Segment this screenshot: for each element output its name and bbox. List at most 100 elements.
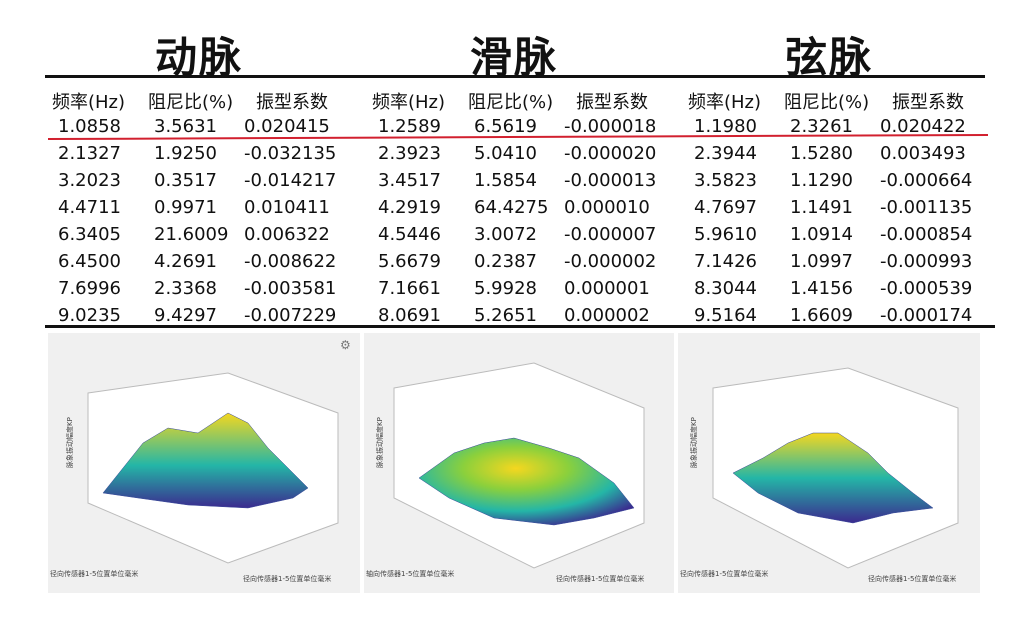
table-cell: 6.3405 (58, 224, 121, 245)
table-cell: 2.3261 (790, 116, 853, 137)
table-cell: 3.4517 (378, 170, 441, 191)
surface-plot-1: 脉象振动幅度KP 径向传感器1-5位置单位毫米 径向传感器1-5位置单位毫米 ⚙ (48, 333, 360, 593)
table-cell: 0.2387 (474, 251, 537, 272)
table-cell: 4.4711 (58, 197, 121, 218)
table-header: 阻尼比(%) (784, 92, 870, 113)
table-cell: 1.1491 (790, 197, 853, 218)
table-cell: -0.000007 (564, 224, 657, 245)
surface-plot-3: 脉象振动幅度KP 径向传感器1-5位置单位毫米 径向传感器1-5位置单位毫米 (678, 333, 980, 593)
table-header: 振型系数 (892, 92, 964, 113)
surface-plot-1-svg: 脉象振动幅度KP 径向传感器1-5位置单位毫米 径向传感器1-5位置单位毫米 ⚙ (50, 338, 351, 583)
x-axis-label: 径向传感器1-5位置单位毫米 (243, 574, 331, 583)
table-cell: -0.014217 (244, 170, 337, 191)
table-cell: -0.000854 (880, 224, 973, 245)
table-header: 频率(Hz) (372, 92, 446, 113)
table-cell: 1.0997 (790, 251, 853, 272)
table-cell: 1.9250 (154, 143, 217, 164)
table-cell: -0.008622 (244, 251, 337, 272)
table-cell: 4.7697 (694, 197, 757, 218)
surface (418, 437, 635, 526)
table-cell: 1.6609 (790, 305, 853, 326)
table-cell: 5.9928 (474, 278, 537, 299)
table-cell: -0.001135 (880, 197, 973, 218)
surface-plot-2-svg: 脉象振动幅度KP 径向传感器1-5位置单位毫米 轴向传感器1-5位置单位毫米 (366, 362, 645, 583)
table-cell: -0.000539 (880, 278, 973, 299)
table-cell: 3.5631 (154, 116, 217, 137)
table-cell: 9.4297 (154, 305, 217, 326)
table-cell: 3.5823 (694, 170, 757, 191)
table-cell: -0.032135 (244, 143, 337, 164)
table-cell: 1.4156 (790, 278, 853, 299)
table-cell: 5.9610 (694, 224, 757, 245)
bottom-rule (45, 325, 995, 328)
surface (732, 432, 934, 524)
table-cell: 8.0691 (378, 305, 441, 326)
z-axis-label: 脉象振动幅度KP (689, 417, 698, 468)
table-cell: -0.000664 (880, 170, 973, 191)
table-cell: -0.000013 (564, 170, 657, 191)
y-axis-label: 轴向传感器1-5位置单位毫米 (366, 569, 454, 578)
table-cell: 6.5619 (474, 116, 537, 137)
table-cell: -0.000993 (880, 251, 973, 272)
table-cell: 7.1661 (378, 278, 441, 299)
table-cell: 0.9971 (154, 197, 217, 218)
y-axis-label: 径向传感器1-5位置单位毫米 (680, 569, 768, 578)
table-cell: 2.3944 (694, 143, 757, 164)
surface-plot-2: 脉象振动幅度KP 径向传感器1-5位置单位毫米 轴向传感器1-5位置单位毫米 (364, 333, 674, 593)
table-header: 振型系数 (256, 92, 328, 113)
table-cell: 1.0858 (58, 116, 121, 137)
table-cell: -0.000020 (564, 143, 657, 164)
table-header: 频率(Hz) (688, 92, 762, 113)
y-axis-label: 径向传感器1-5位置单位毫米 (50, 569, 138, 578)
table-header: 阻尼比(%) (468, 92, 554, 113)
table-cell: 0.000002 (564, 305, 650, 326)
title-1: 动脉 (155, 33, 244, 82)
table-cell: 64.4275 (474, 197, 549, 218)
table-cell: 1.2589 (378, 116, 441, 137)
x-axis-label: 径向传感器1-5位置单位毫米 (868, 574, 956, 583)
table-cell: 4.2691 (154, 251, 217, 272)
table-cell: 5.0410 (474, 143, 537, 164)
table-cell: 2.3923 (378, 143, 441, 164)
table-cell: 5.2651 (474, 305, 537, 326)
table-cell: 3.0072 (474, 224, 537, 245)
table-cell: 5.6679 (378, 251, 441, 272)
table-cell: 0.006322 (244, 224, 330, 245)
table-cell: -0.000002 (564, 251, 657, 272)
settings-icon[interactable]: ⚙ (340, 338, 351, 352)
table-cell: 1.1980 (694, 116, 757, 137)
table-cell: 0.000001 (564, 278, 650, 299)
title-3: 弦脉 (785, 33, 874, 82)
table-header: 频率(Hz) (52, 92, 126, 113)
table-cell: -0.003581 (244, 278, 337, 299)
table-cell: 0.3517 (154, 170, 217, 191)
title-2: 滑脉 (470, 33, 559, 82)
table-cell: 0.000010 (564, 197, 650, 218)
table-cell: 4.5446 (378, 224, 441, 245)
table-cell: 1.1290 (790, 170, 853, 191)
surface-plot-3-svg: 脉象振动幅度KP 径向传感器1-5位置单位毫米 径向传感器1-5位置单位毫米 (680, 367, 959, 583)
table-cell: 0.010411 (244, 197, 330, 218)
table-cell: 9.5164 (694, 305, 757, 326)
table-cell: -0.007229 (244, 305, 337, 326)
table-cell: 0.020422 (880, 116, 966, 137)
table-header: 阻尼比(%) (148, 92, 234, 113)
top-rule (45, 75, 985, 78)
table-cell: 0.003493 (880, 143, 966, 164)
table-cell: 1.0914 (790, 224, 853, 245)
table-cell: 7.1426 (694, 251, 757, 272)
table-cell: 2.3368 (154, 278, 217, 299)
x-axis-label: 径向传感器1-5位置单位毫米 (556, 574, 644, 583)
table-cell: 9.0235 (58, 305, 121, 326)
table-cell: 1.5854 (474, 170, 537, 191)
table-cell: 2.1327 (58, 143, 121, 164)
table-cell: 8.3044 (694, 278, 757, 299)
table-cell: -0.000018 (564, 116, 657, 137)
table-cell: -0.000174 (880, 305, 973, 326)
table-header: 振型系数 (576, 92, 648, 113)
table-cell: 1.5280 (790, 143, 853, 164)
table-cell: 0.020415 (244, 116, 330, 137)
table-cell: 21.6009 (154, 224, 229, 245)
table-cell: 4.2919 (378, 197, 441, 218)
table-cell: 3.2023 (58, 170, 121, 191)
